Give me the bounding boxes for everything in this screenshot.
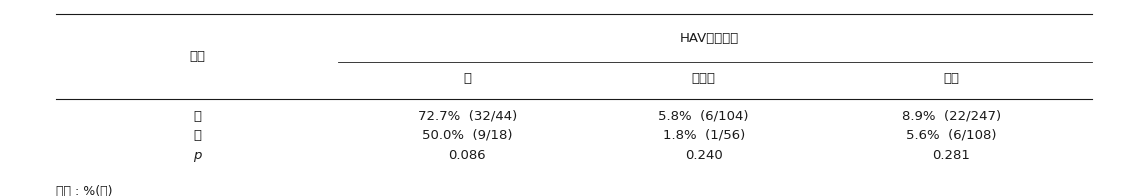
Text: HAV예방접종: HAV예방접종	[680, 32, 739, 45]
Text: 0.281: 0.281	[932, 149, 971, 162]
Text: 72.7%  (32/44): 72.7% (32/44)	[418, 110, 517, 123]
Text: 모름: 모름	[944, 73, 959, 85]
Text: 예: 예	[463, 73, 472, 85]
Text: 8.9%  (22/247): 8.9% (22/247)	[902, 110, 1001, 123]
Text: 50.0%  (9/18): 50.0% (9/18)	[422, 129, 512, 142]
Text: 여: 여	[193, 129, 202, 142]
Text: 5.8%  (6/104): 5.8% (6/104)	[659, 110, 749, 123]
Text: 남: 남	[193, 110, 202, 123]
Text: 성별: 성별	[189, 50, 205, 63]
Text: 5.6%  (6/108): 5.6% (6/108)	[906, 129, 997, 142]
Text: p: p	[193, 149, 202, 162]
Text: 아니오: 아니오	[691, 73, 716, 85]
Text: 0.240: 0.240	[685, 149, 723, 162]
Text: 0.086: 0.086	[448, 149, 486, 162]
Text: 1.8%  (1/56): 1.8% (1/56)	[662, 129, 745, 142]
Text: 단위 : %(명): 단위 : %(명)	[56, 185, 113, 196]
